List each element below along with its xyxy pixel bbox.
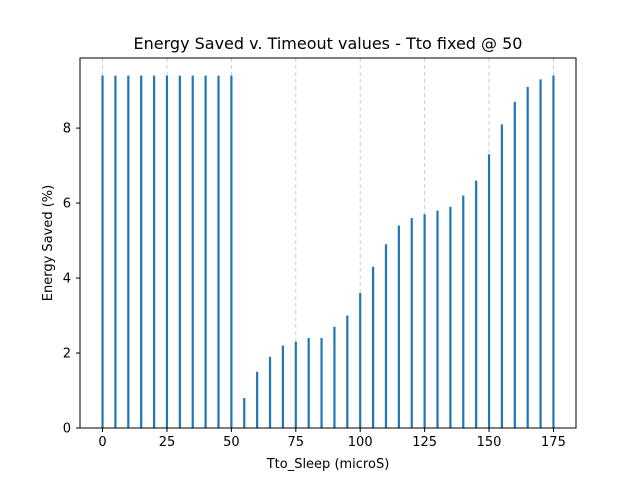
bar [526, 86, 529, 429]
bar [178, 75, 181, 428]
bar [320, 338, 323, 428]
bar [268, 356, 272, 428]
y-tick-label: 8 [63, 122, 71, 137]
bar [204, 75, 207, 428]
x-tick-label: 0 [98, 435, 106, 450]
bar [552, 75, 555, 428]
y-axis-label: Energy Saved (%) [41, 185, 56, 301]
x-tick-label: 50 [223, 435, 240, 450]
x-tick-label: 100 [348, 435, 373, 450]
y-tick-label: 2 [63, 347, 71, 362]
x-tick-label: 75 [288, 435, 305, 450]
bar [359, 293, 362, 428]
bar [462, 195, 465, 428]
bar [165, 75, 169, 428]
bar [243, 398, 246, 428]
bar-series [101, 75, 555, 429]
bar [281, 345, 285, 428]
y-axis-ticks: 0 2 4 6 8 [63, 122, 80, 437]
x-tick-label: 125 [412, 435, 437, 450]
bar [191, 75, 194, 428]
bar [487, 154, 491, 428]
bar [333, 326, 336, 428]
x-tick-label: 25 [159, 435, 176, 450]
bar [410, 218, 413, 428]
bar [140, 75, 143, 428]
x-tick-label: 175 [541, 435, 566, 450]
bar [127, 75, 130, 428]
y-tick-label: 6 [63, 197, 71, 212]
chart-title: Energy Saved v. Timeout values - Tto fix… [134, 34, 523, 53]
bar [307, 338, 310, 428]
bar [230, 75, 233, 428]
bar [371, 266, 375, 428]
plot-frame [79, 57, 577, 429]
y-tick-label: 0 [63, 422, 71, 437]
x-tick-label: 150 [477, 435, 502, 450]
bar [513, 101, 516, 429]
bar [346, 315, 349, 428]
bar [294, 341, 297, 428]
x-axis-ticks: 0 25 50 75 100 125 150 175 [98, 428, 566, 450]
bar [256, 371, 259, 428]
bar [101, 75, 104, 428]
bar [152, 75, 156, 428]
bar [217, 75, 220, 428]
bar [475, 180, 478, 428]
bar [423, 214, 426, 428]
bar [449, 206, 452, 428]
bar [114, 75, 117, 428]
bar [436, 210, 439, 428]
bar [384, 244, 388, 428]
bar [500, 124, 504, 428]
y-tick-label: 4 [63, 272, 71, 287]
bar [397, 225, 400, 428]
bar [539, 79, 542, 428]
x-axis-label: Tto_Sleep (microS) [266, 457, 390, 472]
